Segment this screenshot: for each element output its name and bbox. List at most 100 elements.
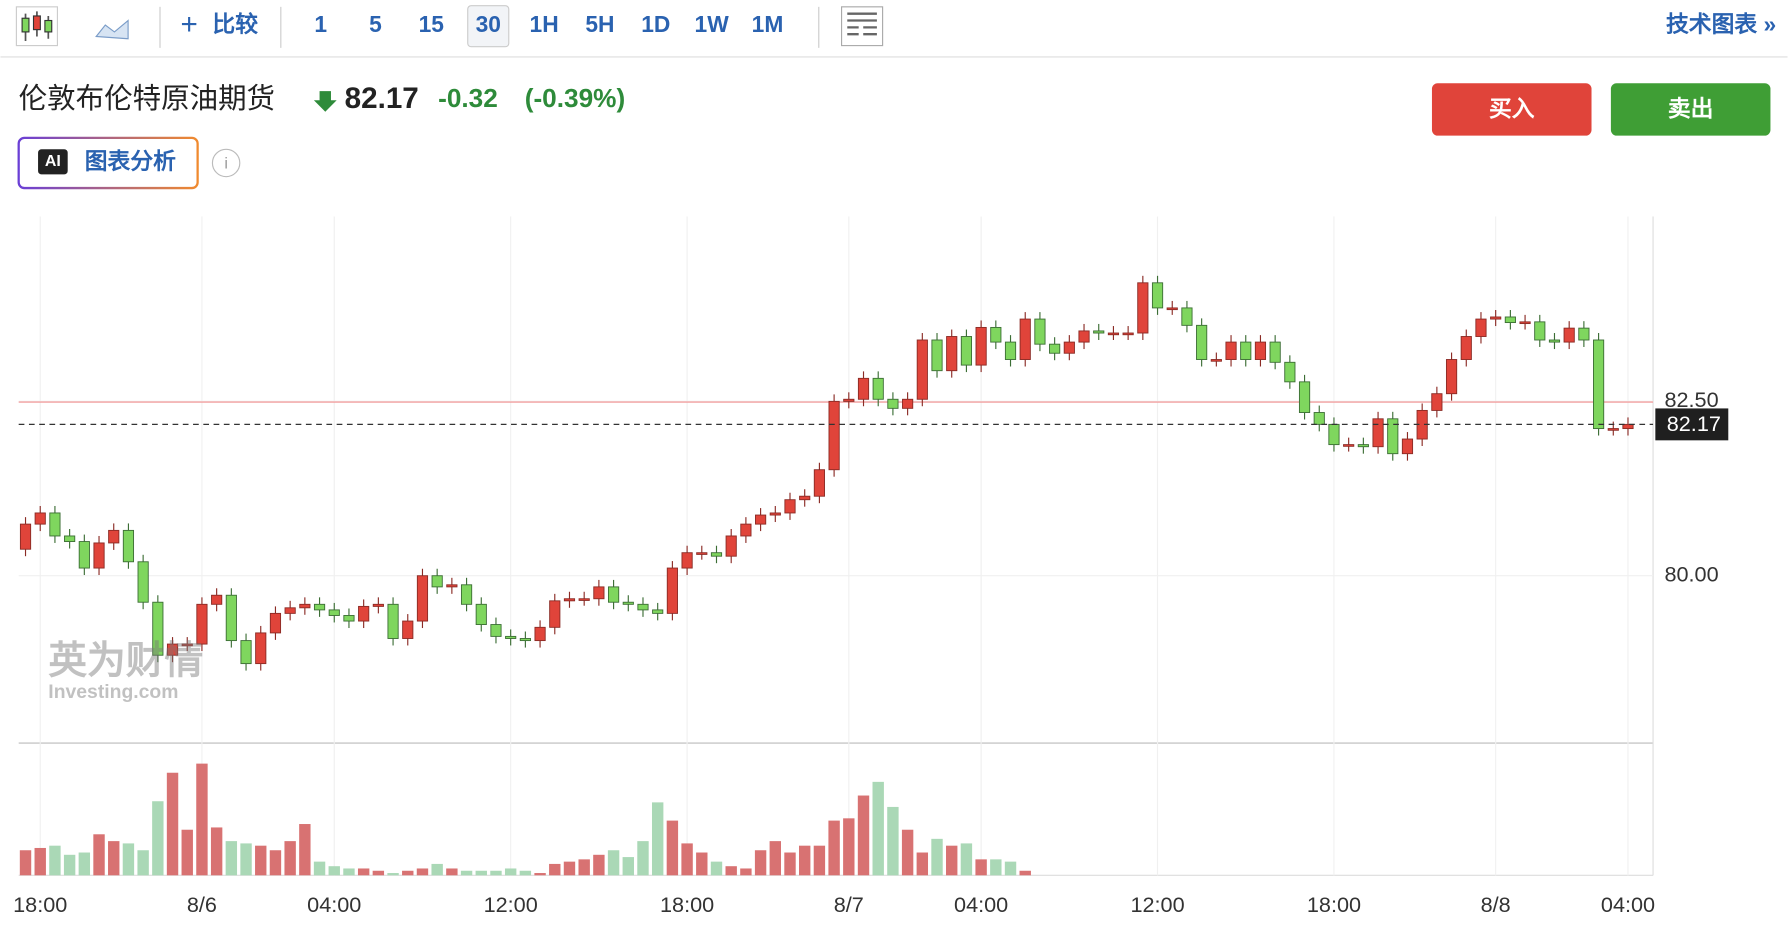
volume-bar [299,824,311,876]
volume-bar [769,841,781,876]
candle-body [519,638,531,642]
volume-bar [490,870,502,876]
volume-bar [887,806,899,876]
interval[interactable]: 5 [369,11,382,37]
candle-body [1490,316,1502,320]
volume-bar [1004,861,1017,876]
instrument-name: 伦敦布伦特原油期货 [19,83,275,115]
info-icon[interactable] [211,148,241,178]
candle-body [475,603,487,625]
volume-bar [710,861,723,876]
volume-bar [269,850,282,876]
volume-bar [872,781,884,876]
candle-body [446,584,458,588]
buy-label: 买入 [1489,96,1535,122]
volume-bar [63,854,76,876]
x-tick-label: 04:00 [307,892,361,917]
tech-chart-link[interactable]: 技术图表 » [1666,11,1776,37]
candle-body [1225,341,1237,360]
candle-body [931,339,943,372]
volume-bar [740,868,752,876]
volume-bar [108,841,120,876]
buy-button[interactable] [1431,83,1592,136]
candle-body [857,377,870,400]
candle-body [1181,307,1193,326]
y-tick-label: 82.50 [1664,387,1718,412]
volume-bar [181,829,193,876]
sell-button[interactable] [1610,83,1771,136]
candle-body [1431,393,1443,411]
volume-bar [416,868,429,876]
volume-bar [225,841,238,876]
interval[interactable]: 1D [641,11,670,37]
candle-body [1240,341,1252,360]
candle-body [1519,321,1531,325]
candle-body [1078,330,1090,343]
candle-body [240,640,252,665]
candle-body [1357,444,1369,448]
candle-body [1034,318,1046,345]
down-arrow [313,91,337,112]
interval[interactable]: 5H [585,11,614,37]
candle-body [755,514,767,525]
interval[interactable]: 1H [530,11,559,37]
volume-bar [431,863,443,876]
change: -0.32 [438,83,498,113]
x-tick-label: 8/6 [187,892,217,917]
volume-bar [343,868,355,876]
volume-bar [916,852,929,876]
candle-body [1607,428,1619,431]
candle-body [166,643,179,656]
volume-bar [137,850,149,876]
volume-bar [534,873,546,876]
candle-body [1210,359,1222,362]
candle-body [769,512,781,516]
candle-body [916,339,928,400]
interval[interactable]: 1 [314,11,327,37]
volume-bar [784,852,796,876]
volume-bar [166,772,179,876]
last-price-label: 82.17 [1667,411,1721,436]
candle-body [196,603,208,645]
candle-body [78,541,90,569]
volume-bar [122,843,135,876]
interval[interactable]: 15 [419,11,445,37]
candle-body [578,598,590,601]
volume-bar [960,843,973,876]
interval[interactable]: 1W [695,11,730,37]
candle-body [1269,341,1281,363]
candle-body [1548,339,1561,343]
candle-body [402,620,414,639]
volume-bar [975,859,987,876]
candle-body [505,635,517,639]
candle-body [255,632,267,665]
candle-body [490,624,502,637]
candle-body [358,605,370,622]
x-tick-label: 04:00 [954,892,1008,917]
candle-body [1445,359,1458,395]
x-tick-label: 12:00 [1130,892,1184,917]
volume-bar [19,850,32,876]
volume-bar [402,870,414,876]
interval[interactable]: 30 [476,11,501,37]
x-tick-label: 18:00 [1307,892,1361,917]
candle-body [1166,307,1178,311]
candle-body [284,607,296,614]
compare-button[interactable]: 比较 [212,11,258,37]
candle-body [416,575,429,622]
candle-body [1093,330,1105,334]
candle-body [49,512,61,537]
x-tick-label: 8/7 [834,892,864,917]
plus-icon[interactable]: + [181,8,198,41]
candle-body [64,535,76,543]
watermark-cn: 英为财情 [48,640,203,683]
volume-bar [313,861,326,876]
volume-bar [372,870,385,876]
volume-bar [931,838,943,876]
area-icon[interactable] [95,19,129,40]
volume-bar [637,841,649,876]
interval[interactable]: 1M [752,11,784,37]
volume-bar [754,850,767,876]
candle-body [799,495,811,501]
candle-body [313,603,326,611]
